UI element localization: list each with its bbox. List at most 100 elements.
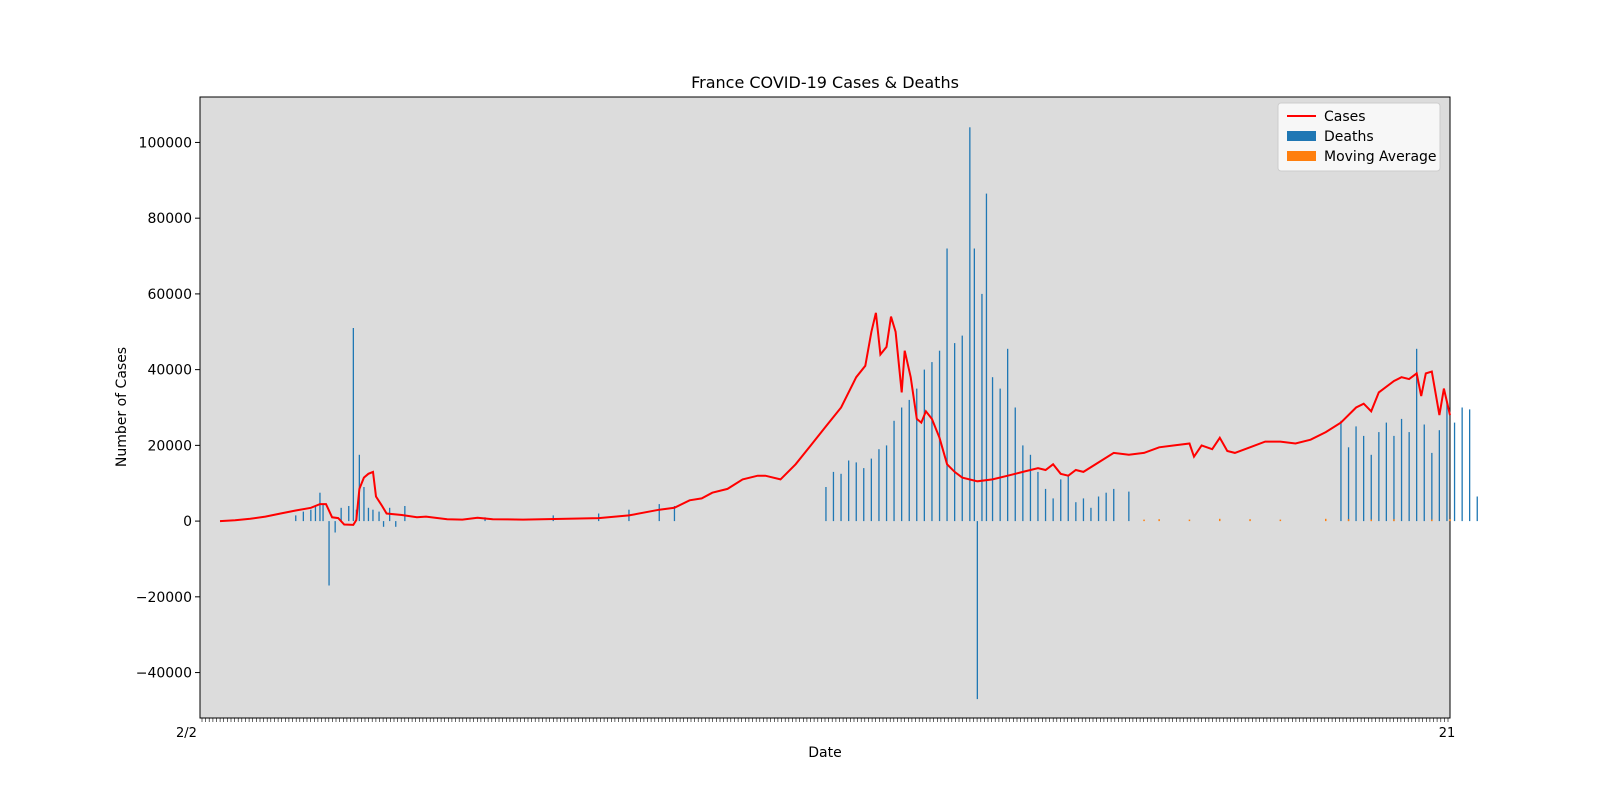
deaths-bar-38 xyxy=(908,399,910,522)
deaths-bar-48 xyxy=(976,521,978,700)
deaths-bar-0 xyxy=(295,515,297,522)
deaths-bar-51 xyxy=(991,377,994,522)
deaths-bar-63 xyxy=(1082,498,1085,522)
deaths-bar-81 xyxy=(1431,452,1433,522)
deaths-bar-87 xyxy=(1476,496,1478,522)
moving-average-bar-3 xyxy=(1219,518,1221,522)
legend-swatch-deaths xyxy=(1287,131,1316,141)
y-tick-label-5: 60000 xyxy=(147,287,192,303)
chart-title: France COVID-19 Cases & Deaths xyxy=(691,73,959,92)
deaths-bar-2 xyxy=(310,509,312,522)
deaths-bar-77 xyxy=(1400,418,1403,522)
deaths-bar-86 xyxy=(1469,409,1471,522)
deaths-bar-26 xyxy=(673,506,676,522)
deaths-bar-6 xyxy=(328,521,330,586)
deaths-bar-65 xyxy=(1097,496,1100,522)
legend-label-moving-average: Moving Average xyxy=(1324,149,1437,165)
y-tick-label-4: 40000 xyxy=(147,363,192,379)
deaths-bar-47 xyxy=(973,248,975,522)
deaths-bar-39 xyxy=(916,388,918,522)
deaths-bar-9 xyxy=(348,506,350,522)
deaths-bar-44 xyxy=(954,343,956,522)
deaths-bar-80 xyxy=(1423,424,1425,522)
deaths-bar-30 xyxy=(848,460,850,522)
moving-average-bar-10 xyxy=(1431,519,1433,522)
deaths-bar-74 xyxy=(1378,432,1380,522)
deaths-bar-49 xyxy=(981,293,983,522)
moving-average-bar-11 xyxy=(1449,519,1451,522)
deaths-bar-84 xyxy=(1453,422,1456,522)
moving-average-bar-4 xyxy=(1249,519,1251,522)
deaths-bar-36 xyxy=(893,420,895,522)
moving-average-bar-6 xyxy=(1325,518,1327,522)
moving-average-bar-7 xyxy=(1347,519,1350,522)
deaths-bar-75 xyxy=(1385,422,1387,522)
deaths-bar-60 xyxy=(1060,479,1062,522)
deaths-bar-25 xyxy=(658,504,660,522)
moving-average-bars xyxy=(1143,518,1451,522)
y-tick-label-6: 80000 xyxy=(147,211,192,227)
deaths-bar-54 xyxy=(1014,407,1016,522)
deaths-bar-59 xyxy=(1052,498,1054,522)
x-axis xyxy=(201,718,1449,722)
deaths-bar-27 xyxy=(825,487,827,522)
x-tick-label-last: 21 xyxy=(1439,726,1456,741)
moving-average-bar-9 xyxy=(1393,519,1395,522)
deaths-bar-20 xyxy=(404,506,406,522)
deaths-bar-17 xyxy=(382,521,385,527)
deaths-bar-69 xyxy=(1340,420,1342,522)
deaths-bar-35 xyxy=(885,445,888,522)
deaths-bar-53 xyxy=(1007,348,1009,522)
deaths-bar-31 xyxy=(855,462,857,522)
deaths-bar-85 xyxy=(1461,407,1463,522)
x-tick-label-first: 2/2 xyxy=(176,726,197,741)
legend: Cases Deaths Moving Average xyxy=(1277,102,1441,172)
y-tick-label-7: 100000 xyxy=(139,135,192,151)
deaths-bar-68 xyxy=(1128,491,1130,522)
deaths-bar-70 xyxy=(1347,447,1350,522)
plot-area xyxy=(199,96,1451,719)
legend-box xyxy=(1277,102,1441,172)
deaths-bar-78 xyxy=(1408,432,1410,522)
deaths-bar-58 xyxy=(1044,488,1047,522)
deaths-bar-15 xyxy=(372,509,374,522)
deaths-bar-45 xyxy=(961,335,963,522)
deaths-bar-67 xyxy=(1113,488,1115,522)
deaths-bar-8 xyxy=(340,507,342,522)
deaths-bar-5 xyxy=(322,504,324,522)
deaths-bar-33 xyxy=(870,458,872,522)
deaths-bar-83 xyxy=(1446,401,1448,522)
deaths-bar-46 xyxy=(969,127,971,522)
deaths-bar-71 xyxy=(1355,426,1357,522)
deaths-bar-10 xyxy=(352,328,354,522)
deaths-bar-57 xyxy=(1037,471,1039,522)
moving-average-bar-0 xyxy=(1143,519,1145,522)
deaths-bar-72 xyxy=(1363,435,1365,522)
deaths-bar-16 xyxy=(378,511,380,522)
deaths-bar-40 xyxy=(923,369,925,522)
deaths-bar-14 xyxy=(367,507,370,522)
deaths-bar-29 xyxy=(840,473,842,522)
y-axis: −40000 −20000 0 20000 40000 60000 80000 100000 xyxy=(136,135,200,682)
deaths-bar-62 xyxy=(1075,502,1077,522)
deaths-bar-61 xyxy=(1067,475,1069,522)
deaths-bar-73 xyxy=(1370,454,1372,522)
y-tick-label-3: 20000 xyxy=(147,438,192,454)
cases-line xyxy=(219,312,1451,526)
deaths-bar-52 xyxy=(999,388,1001,522)
deaths-bars xyxy=(295,127,1478,700)
moving-average-bar-2 xyxy=(1188,519,1191,522)
deaths-bar-55 xyxy=(1022,445,1024,522)
deaths-bar-64 xyxy=(1090,507,1092,522)
y-axis-label: Number of Cases xyxy=(114,347,130,467)
deaths-bar-28 xyxy=(832,471,835,522)
legend-label-cases: Cases xyxy=(1324,109,1366,125)
deaths-bar-32 xyxy=(863,468,865,522)
deaths-bar-43 xyxy=(946,248,948,522)
deaths-bar-79 xyxy=(1416,348,1418,522)
deaths-bar-1 xyxy=(302,511,304,522)
legend-label-deaths: Deaths xyxy=(1324,129,1374,145)
deaths-bar-41 xyxy=(931,362,933,522)
x-axis-label: Date xyxy=(808,745,841,761)
deaths-bar-19 xyxy=(395,521,397,527)
